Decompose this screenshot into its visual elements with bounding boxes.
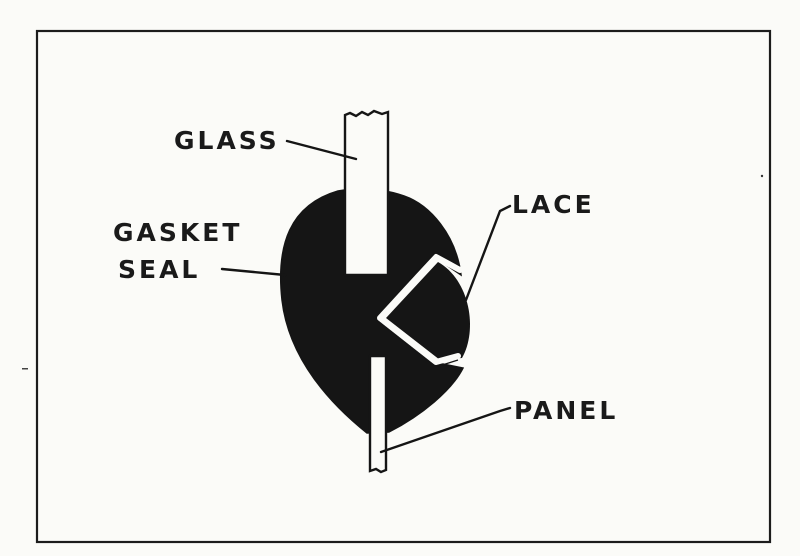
lace-label: LACE xyxy=(512,190,595,219)
scan-speck xyxy=(760,174,764,178)
gasket-seal-leader-line xyxy=(220,267,287,277)
lace-strip-outline xyxy=(373,251,461,368)
scan-speck xyxy=(22,368,28,370)
lace-strip xyxy=(377,254,463,365)
lace-leader-line xyxy=(464,204,512,302)
gasket-lace-pocket xyxy=(386,262,470,360)
panel-leader-line xyxy=(379,406,512,454)
panel-sheet xyxy=(368,354,388,474)
glass-pane xyxy=(343,109,390,277)
glass-label: GLASS xyxy=(174,126,280,155)
glass-leader-line xyxy=(285,139,358,161)
panel-label: PANEL xyxy=(514,396,618,425)
seal-label: SEAL xyxy=(118,255,200,284)
gasket-label: GASKET xyxy=(113,218,242,247)
